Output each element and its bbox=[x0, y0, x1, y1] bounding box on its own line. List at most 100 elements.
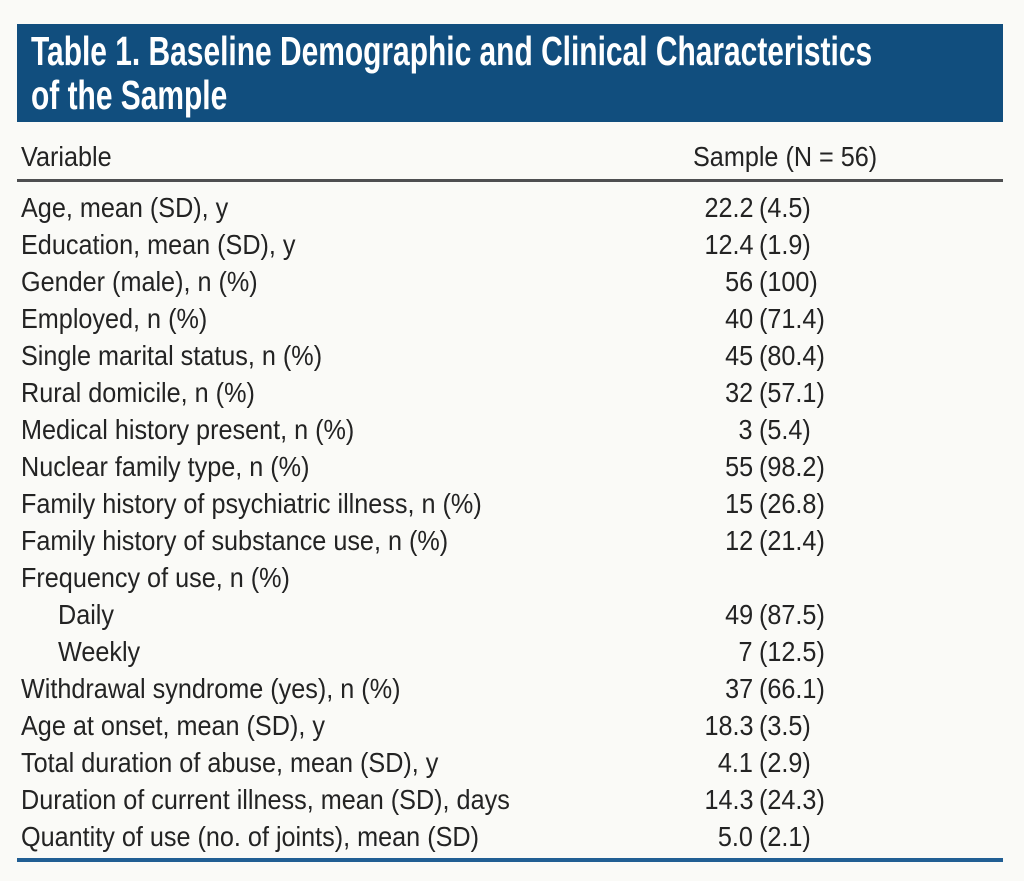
row-value-n: 55 bbox=[724, 451, 753, 482]
row-value-pct-cell: (21.4) bbox=[759, 522, 989, 559]
row-label: Age, mean (SD), y bbox=[21, 192, 229, 223]
row-value-n: 4.1 bbox=[717, 747, 753, 778]
row-value-pct-cell: (80.4) bbox=[759, 337, 989, 374]
row-value-pct: (21.4) bbox=[759, 525, 825, 556]
row-label: Total duration of abuse, mean (SD), y bbox=[21, 747, 439, 778]
table-title-line-2: of the Sample bbox=[31, 72, 228, 118]
row-value-pct-cell: (2.9) bbox=[759, 744, 989, 781]
row-value-pct: (98.2) bbox=[759, 451, 825, 482]
column-header-sample: Sample (N = 56) bbox=[693, 141, 878, 172]
row-value-pct: (1.9) bbox=[759, 229, 811, 260]
row-label-cell: Quantity of use (no. of joints), mean (S… bbox=[21, 818, 600, 855]
row-value-cell: 15 (26.8) bbox=[600, 485, 1003, 522]
row-value-cell: 49 (87.5) bbox=[600, 596, 1003, 633]
row-value-pct: (5.4) bbox=[759, 414, 811, 445]
row-value-pct-cell: (100) bbox=[759, 263, 989, 300]
row-value-pct: (12.5) bbox=[759, 636, 825, 667]
row-value-n-cell: 12 bbox=[600, 522, 753, 559]
row-value-n-cell: 12.4 bbox=[600, 226, 753, 263]
row-label: Weekly bbox=[58, 636, 141, 667]
table-row: Frequency of use, n (%) bbox=[17, 559, 1003, 596]
row-value-n-cell: 3 bbox=[600, 411, 753, 448]
row-value-pct: (2.9) bbox=[759, 747, 811, 778]
row-value-n: 18.3 bbox=[703, 710, 753, 741]
table-row: Nuclear family type, n (%) 55 (98.2) bbox=[17, 448, 1003, 485]
column-header-sample-cell: Sample (N = 56) bbox=[600, 141, 1003, 173]
row-label-cell: Single marital status, n (%) bbox=[21, 337, 600, 374]
row-label-cell: Age at onset, mean (SD), y bbox=[21, 707, 600, 744]
table-row: Daily 49 (87.5) bbox=[17, 596, 1003, 633]
row-value-cell: 7 (12.5) bbox=[600, 633, 1003, 670]
row-label-cell: Weekly bbox=[21, 633, 600, 670]
table-row: Quantity of use (no. of joints), mean (S… bbox=[17, 818, 1003, 855]
row-value-pct-cell: (98.2) bbox=[759, 448, 989, 485]
row-label: Family history of substance use, n (%) bbox=[21, 525, 449, 556]
row-label-cell: Daily bbox=[21, 596, 600, 633]
row-value-n: 12.4 bbox=[703, 229, 753, 260]
row-value-pct: (4.5) bbox=[759, 192, 811, 223]
row-value-n-cell bbox=[600, 559, 753, 596]
row-label-cell: Family history of substance use, n (%) bbox=[21, 522, 600, 559]
row-value-cell: 40 (71.4) bbox=[600, 300, 1003, 337]
row-value-n-cell: 49 bbox=[600, 596, 753, 633]
row-label: Rural domicile, n (%) bbox=[21, 377, 255, 408]
row-value-n-cell: 45 bbox=[600, 337, 753, 374]
row-value-pct-cell: (26.8) bbox=[759, 485, 989, 522]
row-value-pct-cell: (66.1) bbox=[759, 670, 989, 707]
table-row: Education, mean (SD), y 12.4 (1.9) bbox=[17, 226, 1003, 263]
row-value-cell: 3 (5.4) bbox=[600, 411, 1003, 448]
table-row: Age, mean (SD), y 22.2 (4.5) bbox=[17, 189, 1003, 226]
row-value-n-cell: 5.0 bbox=[600, 818, 753, 855]
row-value-cell: 55 (98.2) bbox=[600, 448, 1003, 485]
table-row: Family history of substance use, n (%) 12… bbox=[17, 522, 1003, 559]
row-label: Age at onset, mean (SD), y bbox=[21, 710, 325, 741]
row-value-cell: 45 (80.4) bbox=[600, 337, 1003, 374]
row-value-n: 40 bbox=[724, 303, 753, 334]
row-value-n-cell: 32 bbox=[600, 374, 753, 411]
row-label: Duration of current illness, mean (SD), … bbox=[21, 784, 510, 815]
row-value-pct: (71.4) bbox=[759, 303, 825, 334]
row-label-cell: Frequency of use, n (%) bbox=[21, 559, 600, 596]
row-label-cell: Duration of current illness, mean (SD), … bbox=[21, 781, 600, 818]
row-label: Single marital status, n (%) bbox=[21, 340, 323, 371]
row-label-cell: Total duration of abuse, mean (SD), y bbox=[21, 744, 600, 781]
row-value-pct: (80.4) bbox=[759, 340, 825, 371]
row-label: Gender (male), n (%) bbox=[21, 266, 258, 297]
row-label-cell: Education, mean (SD), y bbox=[21, 226, 600, 263]
table-row: Medical history present, n (%) 3 (5.4) bbox=[17, 411, 1003, 448]
row-value-n: 37 bbox=[724, 673, 753, 704]
row-value-cell bbox=[600, 559, 1003, 596]
row-value-cell: 56 (100) bbox=[600, 263, 1003, 300]
row-value-pct-cell: (4.5) bbox=[759, 189, 989, 226]
table-row: Rural domicile, n (%) 32 (57.1) bbox=[17, 374, 1003, 411]
table-row: Gender (male), n (%) 56 (100) bbox=[17, 263, 1003, 300]
row-label: Withdrawal syndrome (yes), n (%) bbox=[21, 673, 401, 704]
table-row: Employed, n (%) 40 (71.4) bbox=[17, 300, 1003, 337]
row-value-cell: 18.3 (3.5) bbox=[600, 707, 1003, 744]
table-1-card: Table 1. Baseline Demographic and Clinic… bbox=[17, 24, 1003, 862]
row-value-cell: 4.1 (2.9) bbox=[600, 744, 1003, 781]
row-value-n: 15 bbox=[724, 488, 753, 519]
row-label-cell: Medical history present, n (%) bbox=[21, 411, 600, 448]
row-label: Employed, n (%) bbox=[21, 303, 208, 334]
row-value-n-cell: 15 bbox=[600, 485, 753, 522]
row-value-n-cell: 37 bbox=[600, 670, 753, 707]
row-label: Nuclear family type, n (%) bbox=[21, 451, 310, 482]
row-value-n-cell: 55 bbox=[600, 448, 753, 485]
row-label-cell: Employed, n (%) bbox=[21, 300, 600, 337]
table-title-line-1: Table 1. Baseline Demographic and Clinic… bbox=[31, 28, 873, 74]
row-value-n: 5.0 bbox=[717, 821, 753, 852]
table-title-bar: Table 1. Baseline Demographic and Clinic… bbox=[17, 24, 1003, 122]
row-value-n: 12 bbox=[724, 525, 753, 556]
table-row: Single marital status, n (%) 45 (80.4) bbox=[17, 337, 1003, 374]
column-header-variable-cell: Variable bbox=[21, 141, 600, 173]
row-value-cell: 22.2 (4.5) bbox=[600, 189, 1003, 226]
row-value-pct: (87.5) bbox=[759, 599, 825, 630]
row-value-pct-cell: (1.9) bbox=[759, 226, 989, 263]
row-value-n-cell: 4.1 bbox=[600, 744, 753, 781]
table-row: Age at onset, mean (SD), y 18.3 (3.5) bbox=[17, 707, 1003, 744]
row-label-cell: Rural domicile, n (%) bbox=[21, 374, 600, 411]
row-value-pct: (100) bbox=[759, 266, 818, 297]
row-label: Family history of psychiatric illness, n… bbox=[21, 488, 482, 519]
row-label: Medical history present, n (%) bbox=[21, 414, 355, 445]
